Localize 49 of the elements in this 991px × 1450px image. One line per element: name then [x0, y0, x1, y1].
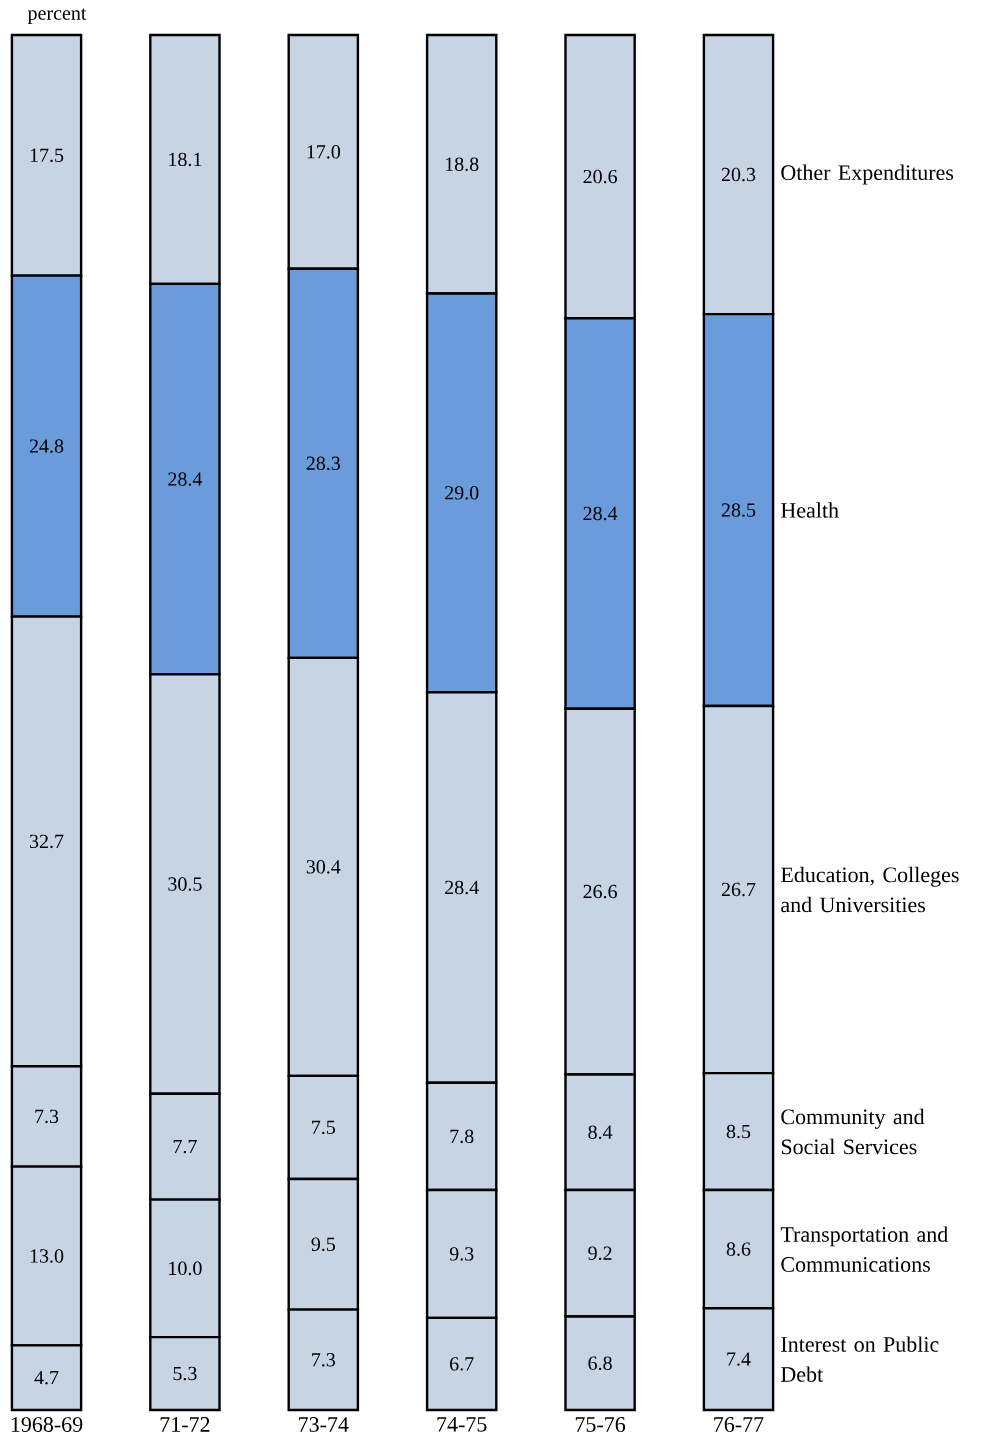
data-label: 8.5: [726, 1124, 751, 1139]
data-label: 29.0: [445, 486, 479, 500]
data-label: 17.0: [307, 145, 341, 159]
x-tick-label: 75-76: [575, 1417, 626, 1432]
data-label: 24.8: [29, 439, 64, 453]
data-label: 7.5: [312, 1120, 336, 1135]
data-label: 7.3: [312, 1353, 336, 1367]
data-label: 28.4: [168, 472, 203, 486]
data-label: 28.3: [306, 456, 341, 471]
series-label: Community and Social Services: [781, 1108, 925, 1155]
data-label: 20.6: [583, 169, 617, 184]
data-label: 7.7: [173, 1139, 197, 1154]
data-label: 7.4: [727, 1352, 751, 1366]
data-label: 17.5: [30, 148, 64, 163]
y-axis-title: percent: [27, 8, 87, 24]
x-tick-label: 74-75: [437, 1417, 487, 1432]
data-label: 7.8: [450, 1129, 474, 1144]
data-label: 20.3: [721, 167, 756, 182]
data-label: 26.7: [721, 882, 756, 897]
data-label: 7.3: [35, 1109, 59, 1124]
data-label: 26.6: [583, 884, 617, 899]
data-label: 28.4: [445, 880, 479, 895]
data-label: 6.7: [450, 1357, 474, 1371]
series-label: Interest on Public Debt: [781, 1336, 939, 1382]
data-label: 9.3: [449, 1247, 474, 1261]
data-label: 18.8: [445, 157, 479, 172]
x-tick-label: 73-74: [299, 1417, 349, 1432]
data-label: 8.4: [588, 1125, 613, 1140]
data-label: 18.1: [169, 152, 202, 167]
data-label: 5.3: [173, 1366, 197, 1381]
data-label: 6.8: [588, 1356, 612, 1371]
data-label: 32.7: [29, 834, 64, 849]
data-label: 13.0: [30, 1249, 64, 1263]
series-label: Health: [781, 502, 839, 518]
series-label: Transportation and Communications: [780, 1226, 948, 1272]
data-label: 30.4: [306, 860, 341, 874]
data-label: 9.5: [311, 1237, 336, 1252]
x-tick-label: 1968-69: [11, 1417, 83, 1432]
data-label: 28.5: [721, 503, 756, 517]
x-tick-label: 71-72: [160, 1417, 210, 1432]
data-label: 4.7: [34, 1370, 59, 1385]
data-label: 8.6: [726, 1242, 751, 1256]
series-label: Education, Colleges and Universities: [781, 866, 959, 913]
data-label: 9.2: [588, 1246, 612, 1261]
x-tick-label: 76-77: [714, 1417, 764, 1432]
series-label: Other Expenditures: [781, 164, 954, 185]
data-label: 10.0: [169, 1261, 202, 1276]
data-label: 28.4: [583, 506, 618, 521]
data-label: 30.5: [168, 877, 202, 891]
